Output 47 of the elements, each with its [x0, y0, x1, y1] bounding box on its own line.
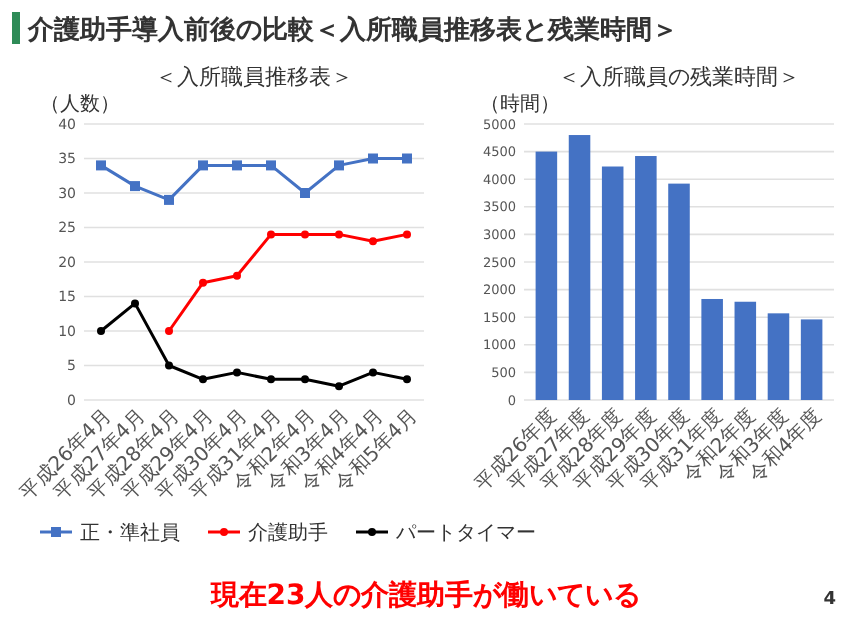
point	[198, 160, 208, 171]
point	[335, 230, 343, 239]
y-axis-title: （人数）	[40, 94, 120, 116]
point	[130, 181, 140, 192]
bar	[668, 183, 690, 400]
point	[233, 271, 241, 280]
bar	[767, 313, 790, 400]
bar	[800, 319, 823, 400]
bar	[535, 151, 558, 400]
bar	[635, 156, 657, 400]
point	[165, 361, 173, 370]
point	[164, 194, 174, 205]
bar	[568, 135, 591, 400]
point	[199, 375, 207, 384]
point	[335, 382, 343, 391]
point	[267, 375, 275, 384]
point	[97, 327, 105, 335]
point	[233, 368, 241, 377]
point	[334, 160, 344, 171]
point	[403, 375, 411, 384]
y-axis-title: （時間）	[480, 92, 560, 116]
bar	[734, 301, 757, 400]
text: 介護助手導入前後の比較＜入所職員推移表と残業時間＞	[26, 14, 678, 46]
chart-title: ＜入所職員の残業時間＞	[558, 64, 800, 90]
point	[232, 160, 242, 171]
point	[266, 160, 276, 171]
point	[267, 230, 275, 239]
legend-label: パートタイマー	[394, 523, 536, 545]
chart-title: ＜入所職員推移表＞	[155, 64, 353, 90]
point	[131, 299, 139, 308]
point	[300, 188, 310, 198]
point	[96, 160, 106, 171]
point	[402, 153, 412, 164]
point	[369, 237, 377, 246]
text: 現在23人の介護助手が働いている	[208, 578, 642, 612]
point	[301, 230, 309, 239]
bar	[701, 298, 723, 400]
point	[368, 153, 378, 164]
point	[369, 368, 377, 377]
point	[165, 327, 173, 335]
legend-label: 正・準社員	[80, 521, 180, 545]
bar	[601, 166, 624, 400]
text: 4	[823, 590, 836, 610]
point	[301, 375, 309, 384]
legend-label: 介護助手	[248, 521, 328, 545]
point	[199, 278, 207, 287]
point	[403, 230, 411, 239]
